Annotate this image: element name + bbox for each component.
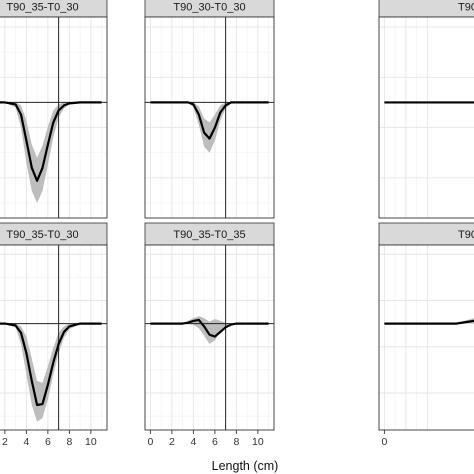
x-tick-label: 0 — [381, 436, 387, 448]
mean-line — [150, 318, 269, 338]
facet-strip-label: T90 — [458, 229, 474, 241]
panel-border — [378, 16, 474, 219]
facet-panel-partial-1: T90 — [378, 0, 474, 219]
facet-strip-label: T90_35-T0_35 — [173, 229, 245, 241]
mean-line — [0, 101, 102, 182]
facet-strip-label: T90_35-T0_30 — [6, 229, 78, 241]
facet-panel-3: T90_35-T0_300246810 — [0, 222, 108, 448]
x-tick-label: 6 — [212, 436, 218, 448]
panel-background — [379, 17, 474, 218]
mean-line — [384, 319, 474, 325]
panel-background — [0, 245, 107, 430]
facet-panel-1: T90_35-T0_30 — [0, 0, 108, 219]
facet-strip-label: T90_30-T0_30 — [173, 2, 245, 14]
x-tick-label: 2 — [2, 436, 8, 448]
x-tick-label: 0 — [147, 436, 153, 448]
x-tick-label: 4 — [23, 436, 29, 448]
confidence-ribbon — [150, 316, 269, 344]
panel-background — [379, 245, 474, 430]
x-tick-label: 4 — [190, 436, 196, 448]
panel-border — [378, 244, 474, 431]
x-tick-label: 8 — [66, 436, 72, 448]
x-tick-label: 10 — [252, 436, 264, 448]
facet-strip-label: T90_35-T0_30 — [6, 2, 78, 14]
panel-border — [0, 16, 108, 219]
x-tick-label: 8 — [233, 436, 239, 448]
x-tick-label: 2 — [169, 436, 175, 448]
chart-root: T90_35-T0_30 T90_30-T0_30 T90 T90_35-T0_30 0… — [0, 0, 474, 448]
x-axis-title: Length (cm) — [212, 459, 279, 473]
facet-strip-label: T90 — [458, 2, 474, 14]
confidence-ribbon — [150, 102, 269, 153]
mean-line — [150, 101, 269, 140]
panel-border — [144, 244, 275, 431]
x-tick-label: 6 — [45, 436, 51, 448]
mean-line — [0, 322, 102, 407]
panel-border — [0, 244, 108, 431]
x-tick-label: 10 — [85, 436, 97, 448]
facet-panel-4: T90_35-T0_35 0 2 4 6 8 10 — [144, 222, 275, 448]
panel-background — [145, 17, 274, 218]
confidence-ribbon — [0, 102, 102, 203]
panel-border — [144, 16, 275, 219]
facet-panel-partial-2: T90 0 — [378, 222, 474, 448]
facet-panel-2: T90_30-T0_30 — [144, 0, 275, 219]
